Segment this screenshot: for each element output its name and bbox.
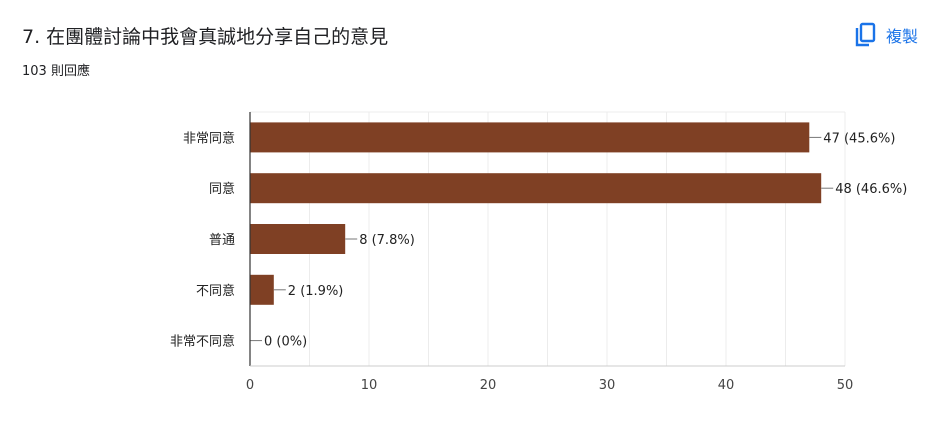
- category-label: 同意: [209, 181, 235, 197]
- bar: [250, 274, 274, 305]
- response-count: 103 則回應: [22, 64, 90, 79]
- question-title: 7. 在團體討論中我會真誠地分享自己的意見: [22, 26, 389, 48]
- category-label: 非常不同意: [170, 334, 235, 350]
- x-tick-label: 40: [718, 378, 735, 393]
- copy-button[interactable]: 複製: [854, 20, 918, 50]
- x-tick-label: 30: [599, 378, 616, 393]
- x-tick-label: 20: [480, 378, 497, 393]
- bar: [250, 122, 810, 153]
- x-tick-label: 50: [837, 378, 854, 393]
- bar: [250, 224, 346, 254]
- data-label: 48 (46.6%): [835, 182, 907, 197]
- copy-icon: [854, 22, 876, 48]
- bar: [250, 173, 822, 204]
- copy-label: 複製: [885, 27, 918, 46]
- x-tick-label: 10: [361, 378, 378, 393]
- x-tick-label: 0: [246, 378, 254, 393]
- data-label: 0 (0%): [264, 335, 307, 350]
- data-label: 2 (1.9%): [288, 284, 344, 299]
- category-label: 普通: [209, 233, 235, 248]
- data-label: 8 (7.8%): [359, 233, 415, 248]
- category-label: 不同意: [196, 283, 235, 299]
- data-label: 47 (45.6%): [823, 131, 895, 146]
- category-label: 非常同意: [183, 130, 235, 146]
